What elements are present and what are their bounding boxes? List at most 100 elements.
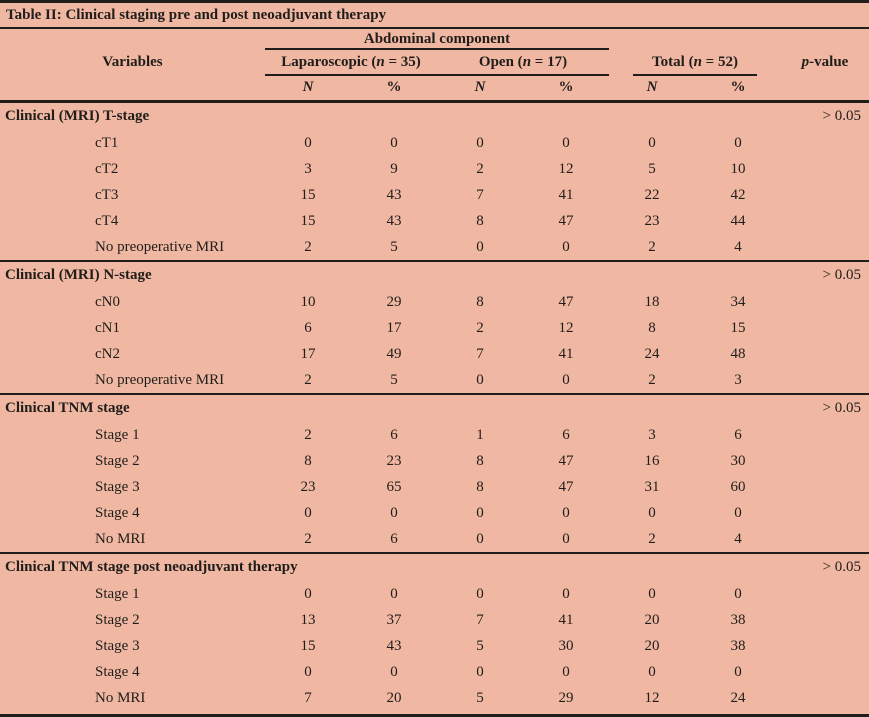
value-cell: 0 — [390, 504, 398, 521]
sub-column-percent: % — [730, 79, 746, 95]
value-cell: 0 — [648, 134, 656, 151]
n-symbol: n — [693, 54, 702, 70]
row-label: cN2 — [95, 345, 120, 362]
section-4: Clinical TNM stage post neoadjuvant ther… — [0, 554, 869, 711]
value-cell: 0 — [648, 663, 656, 680]
table-row: No preoperative MRI 2 5 0 0 2 3 — [0, 367, 869, 393]
table-title: Table II: Clinical staging pre and post … — [0, 3, 869, 29]
value-cell: 17 — [300, 345, 316, 362]
table-row: Stage 4 0 0 0 0 0 0 — [0, 659, 869, 685]
value-cell: 10 — [300, 293, 316, 310]
label-text: Open ( — [478, 54, 523, 70]
value-cell: 2 — [304, 371, 312, 388]
section-header-row: Clinical TNM stage post neoadjuvant ther… — [0, 554, 869, 581]
value-cell: 49 — [386, 345, 402, 362]
value-cell: 5 — [390, 238, 398, 255]
value-cell: 0 — [648, 585, 656, 602]
row-label: cN0 — [95, 293, 120, 310]
column-header-open: Open (n = 17) — [437, 50, 609, 76]
table-row: cT2 3 9 2 12 5 10 — [0, 156, 869, 182]
value-cell: 12 — [558, 319, 574, 336]
section-header-row: Clinical TNM stage > 0.05 — [0, 395, 869, 422]
section-3: Clinical TNM stage > 0.05 Stage 1 2 6 1 6 3 6 Sta… — [0, 395, 869, 554]
table-row: cT4 15 43 8 47 23 44 — [0, 208, 869, 234]
table-row: Stage 3 23 65 8 47 31 60 — [0, 474, 869, 500]
value-cell: 48 — [730, 345, 746, 362]
value-cell: 20 — [644, 611, 660, 628]
n-symbol: n — [522, 54, 532, 70]
value-cell: 24 — [644, 345, 660, 362]
value-cell: 15 — [730, 319, 746, 336]
value-cell: 47 — [558, 452, 574, 469]
value-cell: 0 — [562, 530, 570, 547]
value-cell: 5 — [648, 160, 656, 177]
section-label: Clinical (MRI) N-stage — [5, 267, 152, 283]
p-value: > 0.05 — [822, 267, 861, 283]
value-cell: 6 — [390, 426, 398, 443]
value-cell: 8 — [304, 452, 312, 469]
row-label: cT4 — [95, 212, 119, 229]
value-cell: 0 — [648, 504, 656, 521]
value-cell: 24 — [730, 689, 746, 706]
value-cell: 2 — [648, 371, 656, 388]
value-cell: 2 — [476, 319, 484, 336]
table-header: Abdominal component Variables Laparoscop… — [0, 29, 869, 103]
value-cell: 29 — [386, 293, 402, 310]
table-row: Stage 4 0 0 0 0 0 0 — [0, 500, 869, 526]
value-cell: 0 — [476, 663, 484, 680]
value-cell: 44 — [730, 212, 746, 229]
value-cell: 8 — [476, 452, 484, 469]
value-cell: 0 — [476, 238, 484, 255]
table-row: cN1 6 17 2 12 8 15 — [0, 315, 869, 341]
value-cell: 0 — [562, 238, 570, 255]
value-cell: 0 — [734, 134, 742, 151]
table-row: cN2 17 49 7 41 24 48 — [0, 341, 869, 367]
value-cell: 0 — [562, 134, 570, 151]
section-1: Clinical (MRI) T-stage > 0.05 cT1 0 0 0 0 0 0 cT2… — [0, 103, 869, 262]
value-cell: 1 — [476, 426, 484, 443]
value-cell: 41 — [558, 186, 574, 203]
value-cell: 38 — [730, 611, 746, 628]
table-row: Stage 1 2 6 1 6 3 6 — [0, 422, 869, 448]
value-cell: 3 — [304, 160, 312, 177]
value-cell: 16 — [644, 452, 660, 469]
value-cell: 9 — [390, 160, 398, 177]
value-cell: 3 — [734, 371, 742, 388]
value-cell: 65 — [386, 478, 402, 495]
value-cell: 20 — [644, 637, 660, 654]
value-cell: 41 — [558, 611, 574, 628]
value-cell: 0 — [734, 504, 742, 521]
row-label: cT3 — [95, 186, 119, 203]
value-cell: 0 — [562, 663, 570, 680]
value-cell: 23 — [300, 478, 316, 495]
row-label: No preoperative MRI — [95, 238, 225, 255]
row-label: Stage 3 — [95, 637, 140, 654]
value-cell: 2 — [304, 426, 312, 443]
value-cell: 5 — [390, 371, 398, 388]
table-row: Stage 1 0 0 0 0 0 0 — [0, 581, 869, 607]
value-cell: 0 — [562, 504, 570, 521]
label-text: = 35) — [384, 54, 421, 70]
table-row: Stage 2 8 23 8 47 16 30 — [0, 448, 869, 474]
value-cell: 6 — [390, 530, 398, 547]
value-cell: 7 — [304, 689, 312, 706]
section-label: Clinical (MRI) T-stage — [5, 108, 150, 124]
p-value: > 0.05 — [822, 559, 861, 575]
row-label: Stage 4 — [95, 663, 140, 680]
row-label: No MRI — [95, 530, 146, 547]
value-cell: 0 — [476, 504, 484, 521]
value-cell: 42 — [730, 186, 746, 203]
p-symbol: p — [801, 54, 810, 70]
value-cell: 0 — [304, 504, 312, 521]
value-cell: 29 — [558, 689, 574, 706]
value-cell: 31 — [644, 478, 660, 495]
value-cell: 6 — [734, 426, 742, 443]
table-row: Stage 3 15 43 5 30 20 38 — [0, 633, 869, 659]
value-cell: 0 — [562, 371, 570, 388]
value-cell: 30 — [558, 637, 574, 654]
value-cell: 60 — [730, 478, 746, 495]
value-cell: 0 — [476, 371, 484, 388]
value-cell: 4 — [734, 238, 742, 255]
value-cell: 7 — [476, 186, 484, 203]
